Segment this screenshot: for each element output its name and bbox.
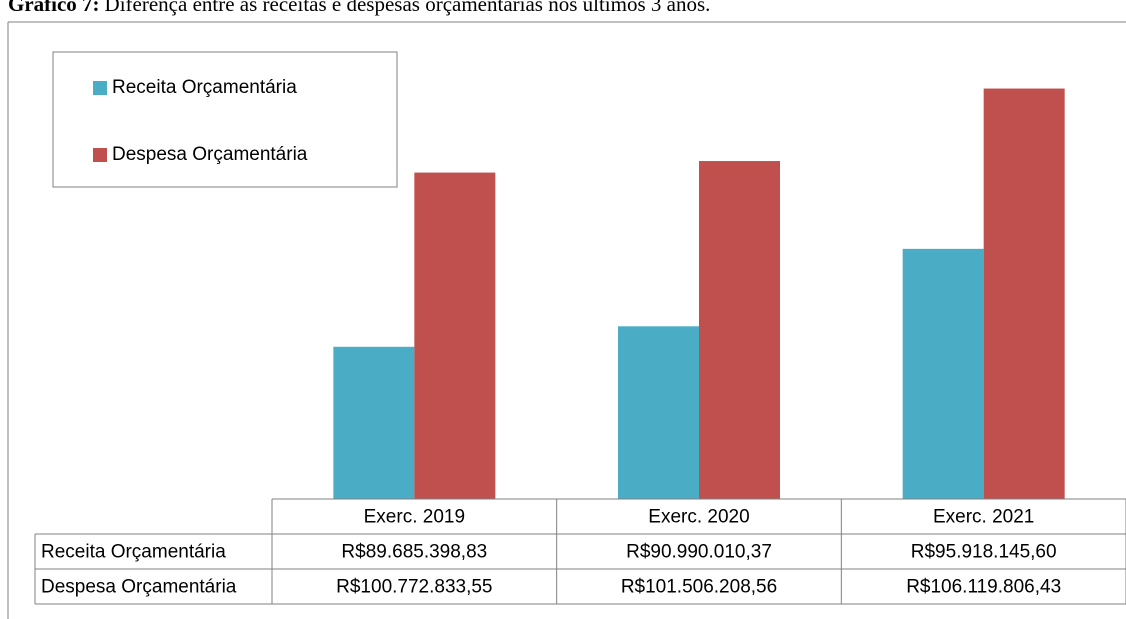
table-value: R$89.685.398,83 [341, 542, 487, 563]
legend-swatch [93, 81, 107, 95]
bar [618, 326, 699, 499]
table-value: R$106.119.806,43 [906, 577, 1061, 598]
table-value: R$95.918.145,60 [911, 542, 1057, 563]
x-tick-label: Exerc. 2021 [933, 507, 1034, 528]
caption-label: Gráfico 7: [8, 0, 100, 16]
table-value: R$90.990.010,37 [626, 542, 772, 563]
table-row-label: Receita Orçamentária [41, 542, 226, 563]
caption-text: Diferença entre as receitas e despesas o… [105, 0, 711, 16]
bar [902, 248, 984, 499]
bar [699, 161, 780, 499]
bar [983, 88, 1065, 499]
legend-box [52, 51, 398, 188]
table-value: R$100.772.833,55 [336, 577, 492, 598]
bar [414, 172, 496, 499]
legend-swatch [93, 148, 107, 162]
caption: Gráfico 7: Diferença entre as receitas e … [8, 0, 710, 16]
table-row-label: Despesa Orçamentária [41, 577, 237, 598]
bar [333, 346, 415, 499]
legend-label: Receita Orçamentária [112, 77, 297, 98]
x-tick-label: Exerc. 2020 [648, 507, 749, 528]
table-value: R$101.506.208,56 [621, 577, 777, 598]
legend-label: Despesa Orçamentária [112, 144, 308, 165]
x-tick-label: Exerc. 2019 [364, 507, 465, 528]
